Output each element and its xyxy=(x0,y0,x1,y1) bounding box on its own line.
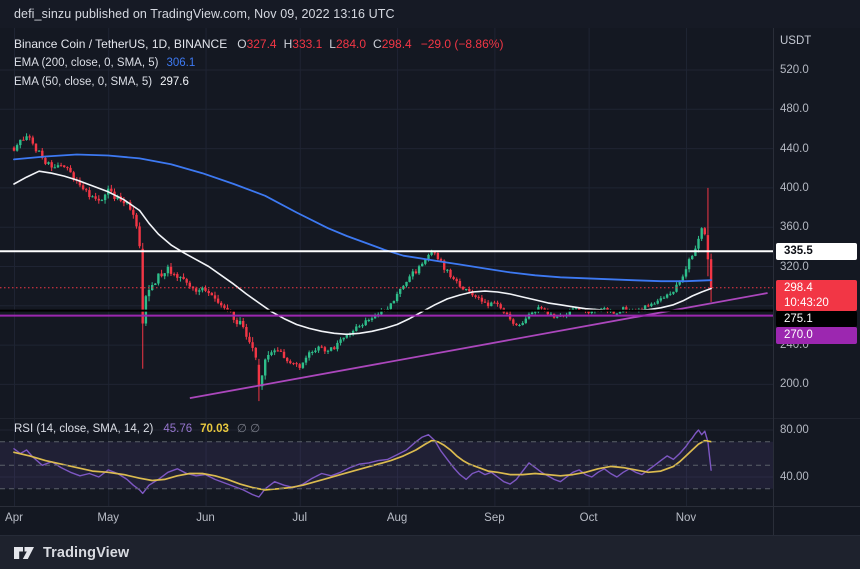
ohlc-close: 298.4 xyxy=(381,37,412,51)
time-axis-label: Jun xyxy=(196,512,215,524)
purple-level-badge: 270.0 xyxy=(776,327,857,345)
legend-row-ema200: EMA (200, close, 0, SMA, 5) 306.1 xyxy=(14,54,503,73)
price-tick: 480.0 xyxy=(780,103,809,116)
rsi-value: 45.76 xyxy=(163,423,193,435)
ohlc-high: 333.1 xyxy=(292,37,323,51)
ema50-label: EMA (50, close, 0, SMA, 5) xyxy=(14,76,153,88)
last-price-badge: 298.4 10:43:20 xyxy=(776,279,857,311)
legend-row-symbol: Binance Coin / TetherUS, 1D, BINANCE O327… xyxy=(14,35,503,54)
price-tick: 360.0 xyxy=(780,221,809,234)
time-axis-label: Oct xyxy=(579,512,598,524)
legend-row-ema50: EMA (50, close, 0, SMA, 5) 297.6 xyxy=(14,73,503,92)
price-tick: 400.0 xyxy=(780,181,809,194)
ohlc-letter: H xyxy=(283,37,293,51)
time-axis-label: Aug xyxy=(386,512,408,524)
tradingview-brand[interactable]: TradingView xyxy=(43,544,130,561)
time-axis-label: Jul xyxy=(292,512,308,524)
chart-canvas[interactable] xyxy=(0,0,860,535)
ohlc-letter: L xyxy=(329,37,336,51)
price-tick: 440.0 xyxy=(780,142,809,155)
footer-bar: TradingView xyxy=(0,535,860,569)
resistance-price-badge: 335.5 xyxy=(776,242,857,260)
time-axis-label: Sep xyxy=(484,512,505,524)
symbol-legend: Binance Coin / TetherUS, 1D, BINANCE O327… xyxy=(14,35,503,92)
rsi-label: RSI (14, close, SMA, 14, 2) xyxy=(14,423,154,435)
ohlc-letter: C xyxy=(373,37,382,51)
price-tick: 520.0 xyxy=(780,64,809,76)
ohlc-low: 284.0 xyxy=(335,37,367,51)
ema200-value: 306.1 xyxy=(166,57,196,69)
price-tick: 320.0 xyxy=(780,260,809,273)
rsi-legend: RSI (14, close, SMA, 14, 2) 45.76 70.03 ∅ ∅ xyxy=(14,421,260,435)
ema50-value: 297.6 xyxy=(160,76,189,88)
rsi-tick: 80.00 xyxy=(780,424,809,436)
last-price-value: 298.4 xyxy=(784,281,813,294)
ohlc-open: 327.4 xyxy=(246,37,277,51)
ohlc-letter: O xyxy=(237,37,247,51)
publish-header: defi_sinzu published on TradingView.com,… xyxy=(0,0,860,28)
currency-label: USDT xyxy=(780,35,812,47)
time-axis-label: Apr xyxy=(5,512,23,524)
publish-text: defi_sinzu published on TradingView.com,… xyxy=(14,7,395,21)
symbol-title: Binance Coin / TetherUS, 1D, BINANCE xyxy=(14,37,228,51)
time-axis-label: May xyxy=(97,512,120,524)
ema200-label: EMA (200, close, 0, SMA, 5) xyxy=(14,57,159,69)
change-value: −29.0 (−8.86%) xyxy=(420,37,504,51)
bar-countdown: 10:43:20 xyxy=(784,296,829,309)
price-tick: 200.0 xyxy=(780,378,809,391)
rsi-sma-value: 70.03 xyxy=(200,423,229,435)
time-axis-label: Nov xyxy=(675,512,697,524)
black-level-badge: 275.1 xyxy=(776,310,857,327)
rsi-tick: 40.00 xyxy=(780,471,809,483)
tradingview-logo-icon[interactable] xyxy=(13,543,35,563)
rsi-empty-values: ∅ ∅ xyxy=(236,423,261,435)
